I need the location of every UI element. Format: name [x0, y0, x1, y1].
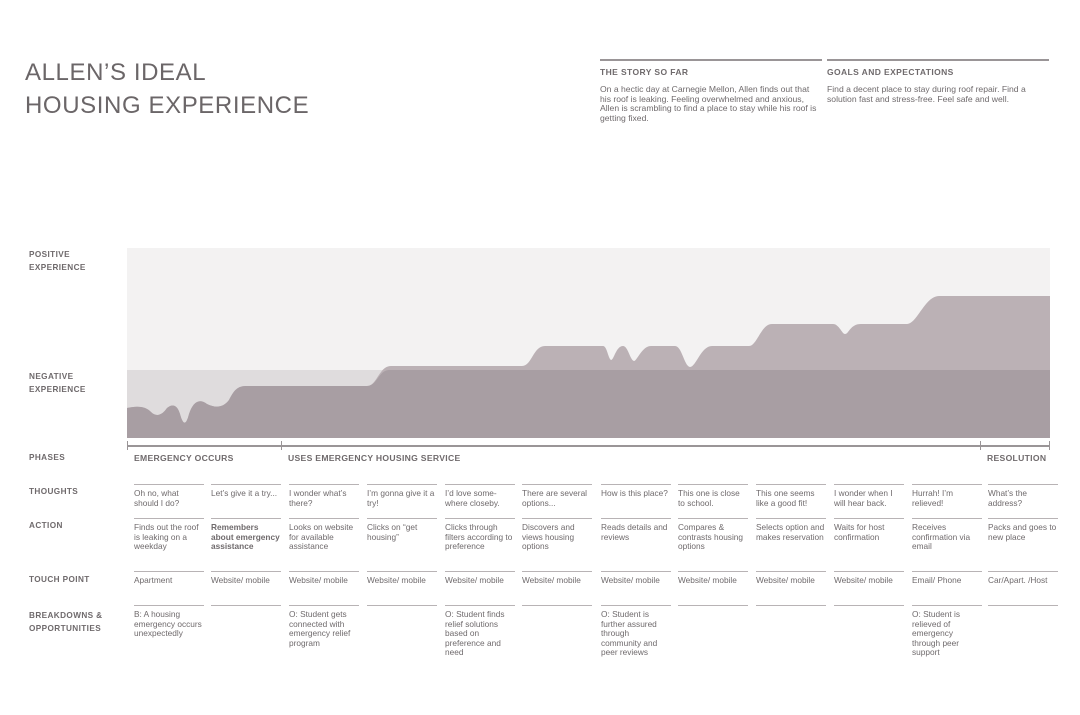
- touch-point-cell: Apartment: [134, 571, 204, 586]
- title-line-1: ALLEN’S IDEAL: [25, 59, 207, 86]
- thought-cell: This one is close to school.: [678, 484, 748, 508]
- opportunity-cell: O: Student is further assured through co…: [601, 605, 671, 658]
- touch-point-cell: Website/ mobile: [756, 571, 826, 586]
- action-cell: Remembers about emergency assistance: [211, 518, 281, 552]
- row-label-action: ACTION: [29, 521, 63, 530]
- opportunity-cell: [211, 605, 281, 610]
- action-cell: Reads details and reviews: [601, 518, 671, 542]
- touch-point-cell: Car/Apart. /Host: [988, 571, 1058, 586]
- goals-heading: GOALS AND EXPECTATIONS: [827, 67, 954, 77]
- action-cell: Selects option and makes reservation: [756, 518, 826, 542]
- action-cell: Clicks on “get housing”: [367, 518, 437, 542]
- thought-cell: Hurrah! I’m relieved!: [912, 484, 982, 508]
- action-cell: Clicks through filters according to pref…: [445, 518, 515, 552]
- opportunity-cell: [834, 605, 904, 610]
- opportunity-cell: O: Student is relieved of emergency thro…: [912, 605, 982, 658]
- thought-cell: Let’s give it a try...: [211, 484, 281, 499]
- touch-point-cell: Website/ mobile: [522, 571, 592, 586]
- phase-tick: [127, 441, 128, 450]
- phase-uses-service: USES EMERGENCY HOUSING SERVICE: [288, 453, 461, 463]
- thought-cell: I’d love some-where closeby.: [445, 484, 515, 508]
- opportunity-cell: O: Student finds relief solutions based …: [445, 605, 515, 658]
- touch-point-cell: Website/ mobile: [367, 571, 437, 586]
- story-so-far-panel: THE STORY SO FAR On a hectic day at Carn…: [600, 59, 822, 123]
- thought-cell: Oh no, what should I do?: [134, 484, 204, 508]
- negative-experience-label: NEGATIVE EXPERIENCE: [29, 372, 86, 394]
- phase-tick: [980, 441, 981, 450]
- phase-resolution: RESOLUTION: [987, 453, 1047, 463]
- phase-emergency-occurs: EMERGENCY OCCURS: [134, 453, 234, 463]
- opportunity-cell: [367, 605, 437, 610]
- row-label-breakdowns: BREAKDOWNS & OPPORTUNITIES: [29, 611, 103, 633]
- story-heading: THE STORY SO FAR: [600, 67, 689, 77]
- phase-timeline: [127, 445, 1050, 447]
- touch-point-cell: Email/ Phone: [912, 571, 982, 586]
- touch-point-cell: Website/ mobile: [834, 571, 904, 586]
- action-cell: Packs and goes to new place: [988, 518, 1058, 542]
- row-label-touch-point: TOUCH POINT: [29, 575, 90, 584]
- touch-point-cell: Website/ mobile: [211, 571, 281, 586]
- row-label-phases: PHASES: [29, 453, 66, 462]
- touch-point-cell: Website/ mobile: [678, 571, 748, 586]
- phase-tick: [281, 441, 282, 450]
- touch-point-cell: Website/ mobile: [601, 571, 671, 586]
- action-cell: Discovers and views housing options: [522, 518, 592, 552]
- action-cell: Receives confirmation via email: [912, 518, 982, 552]
- opportunity-cell: [522, 605, 592, 610]
- thought-cell: How is this place?: [601, 484, 671, 499]
- goals-text: Find a decent place to stay during roof …: [827, 84, 1026, 104]
- opportunity-cell: [678, 605, 748, 610]
- opportunity-cell: [756, 605, 826, 610]
- opportunity-cell: [988, 605, 1058, 610]
- title-line-2: HOUSING EXPERIENCE: [25, 92, 310, 119]
- thought-cell: I wonder when I will hear back.: [834, 484, 904, 508]
- action-cell: Compares & contrasts housing options: [678, 518, 748, 552]
- thought-cell: This one seems like a good fit!: [756, 484, 826, 508]
- story-text: On a hectic day at Carnegie Mellon, Alle…: [600, 84, 817, 123]
- thought-cell: What’s the address?: [988, 484, 1058, 508]
- experience-curve-negative: [127, 370, 1050, 438]
- opportunity-cell: O: Student gets connected with emergency…: [289, 605, 359, 648]
- experience-curve-chart: [127, 248, 1050, 438]
- thought-cell: There are several options...: [522, 484, 592, 508]
- row-label-thoughts: THOUGHTS: [29, 487, 79, 496]
- action-cell: Waits for host confirmation: [834, 518, 904, 542]
- thought-cell: I’m gonna give it a try!: [367, 484, 437, 508]
- positive-experience-label: POSITIVE EXPERIENCE: [29, 250, 86, 272]
- page-title: ALLEN’S IDEAL HOUSING EXPERIENCE: [25, 56, 309, 122]
- touch-point-cell: Website/ mobile: [289, 571, 359, 586]
- phase-tick: [1049, 441, 1050, 450]
- goals-panel: GOALS AND EXPECTATIONS Find a decent pla…: [827, 59, 1049, 104]
- thought-cell: I wonder what’s there?: [289, 484, 359, 508]
- opportunity-cell: B: A housing emergency occurs unexpected…: [134, 605, 204, 639]
- action-cell: Looks on website for available assistanc…: [289, 518, 359, 552]
- touch-point-cell: Website/ mobile: [445, 571, 515, 586]
- action-cell: Finds out the roof is leaking on a weekd…: [134, 518, 204, 552]
